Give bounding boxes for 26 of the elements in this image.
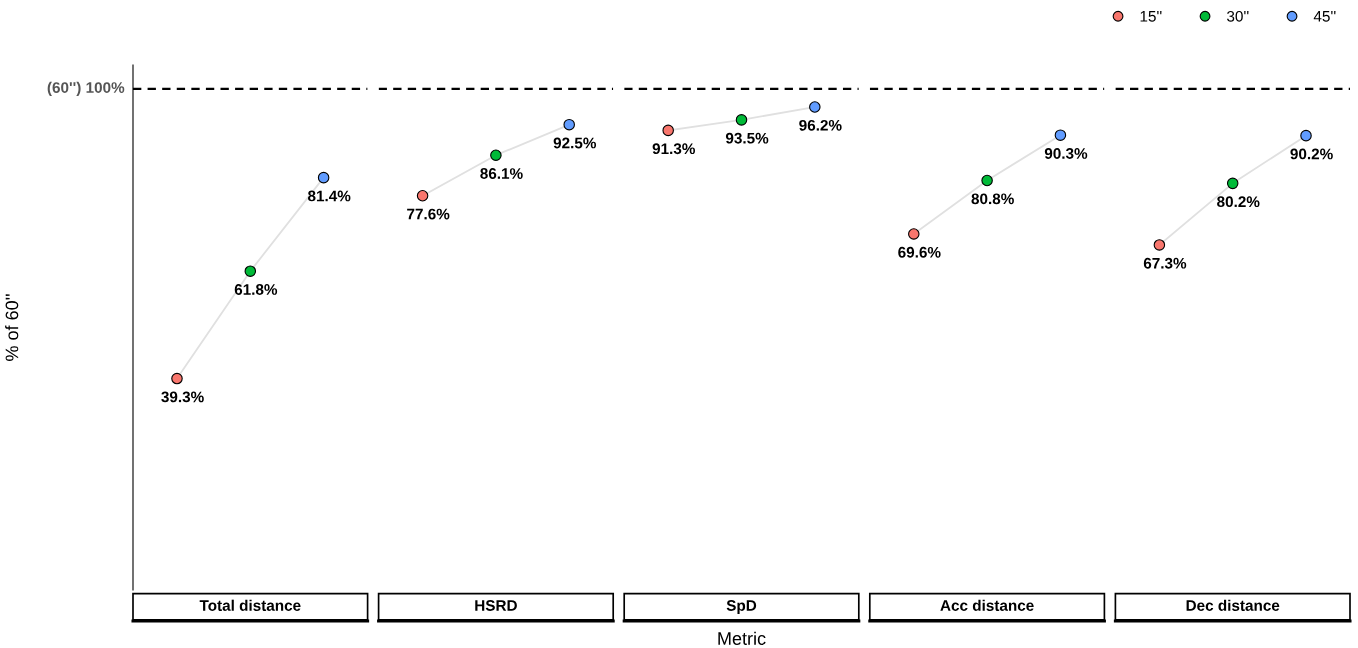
data-label: 69.6% [898,246,941,258]
data-label: 92.5% [553,137,597,149]
data-label: 86.1% [480,168,523,179]
text: HSRD [475,600,517,611]
text: 30'' [1227,10,1249,22]
data-label: 96.2% [799,119,842,131]
data-label: 80.8% [971,193,1014,205]
ref-line-label: (60'') 100% [47,81,125,96]
data-label: 90.2% [1290,148,1333,160]
data-label: 93.5% [725,132,769,144]
data-label: 91.3% [652,143,695,155]
data-label: 90.3% [1044,148,1088,159]
text: 45'' [1313,11,1336,22]
data-label: 61.8% [234,284,278,295]
x-axis-title: Metric [718,631,766,645]
text: SpD [726,600,757,614]
data-label: 81.4% [307,190,351,202]
y-axis-title: % of 60'' [5,294,19,361]
data-label: 67.3% [1143,257,1187,269]
data-label: 77.6% [407,208,450,220]
text: 15'' [1140,11,1162,22]
data-label: 80.2% [1217,196,1260,208]
data-label: 39.3% [161,391,204,403]
text: Total distance [199,599,301,611]
text: Dec distance [1186,599,1280,611]
text: Acc distance [940,599,1034,611]
